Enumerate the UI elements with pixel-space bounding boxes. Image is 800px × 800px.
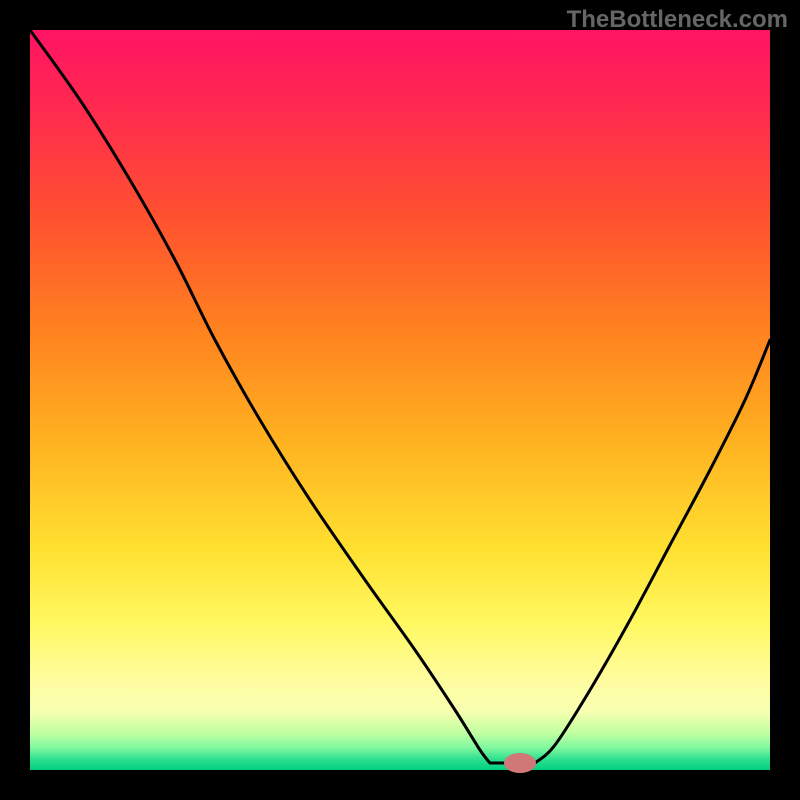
optimal-marker (504, 753, 536, 773)
bottleneck-chart: TheBottleneck.com (0, 0, 800, 800)
chart-svg (0, 0, 800, 800)
watermark-text: TheBottleneck.com (567, 6, 788, 34)
gradient-background (30, 30, 770, 770)
